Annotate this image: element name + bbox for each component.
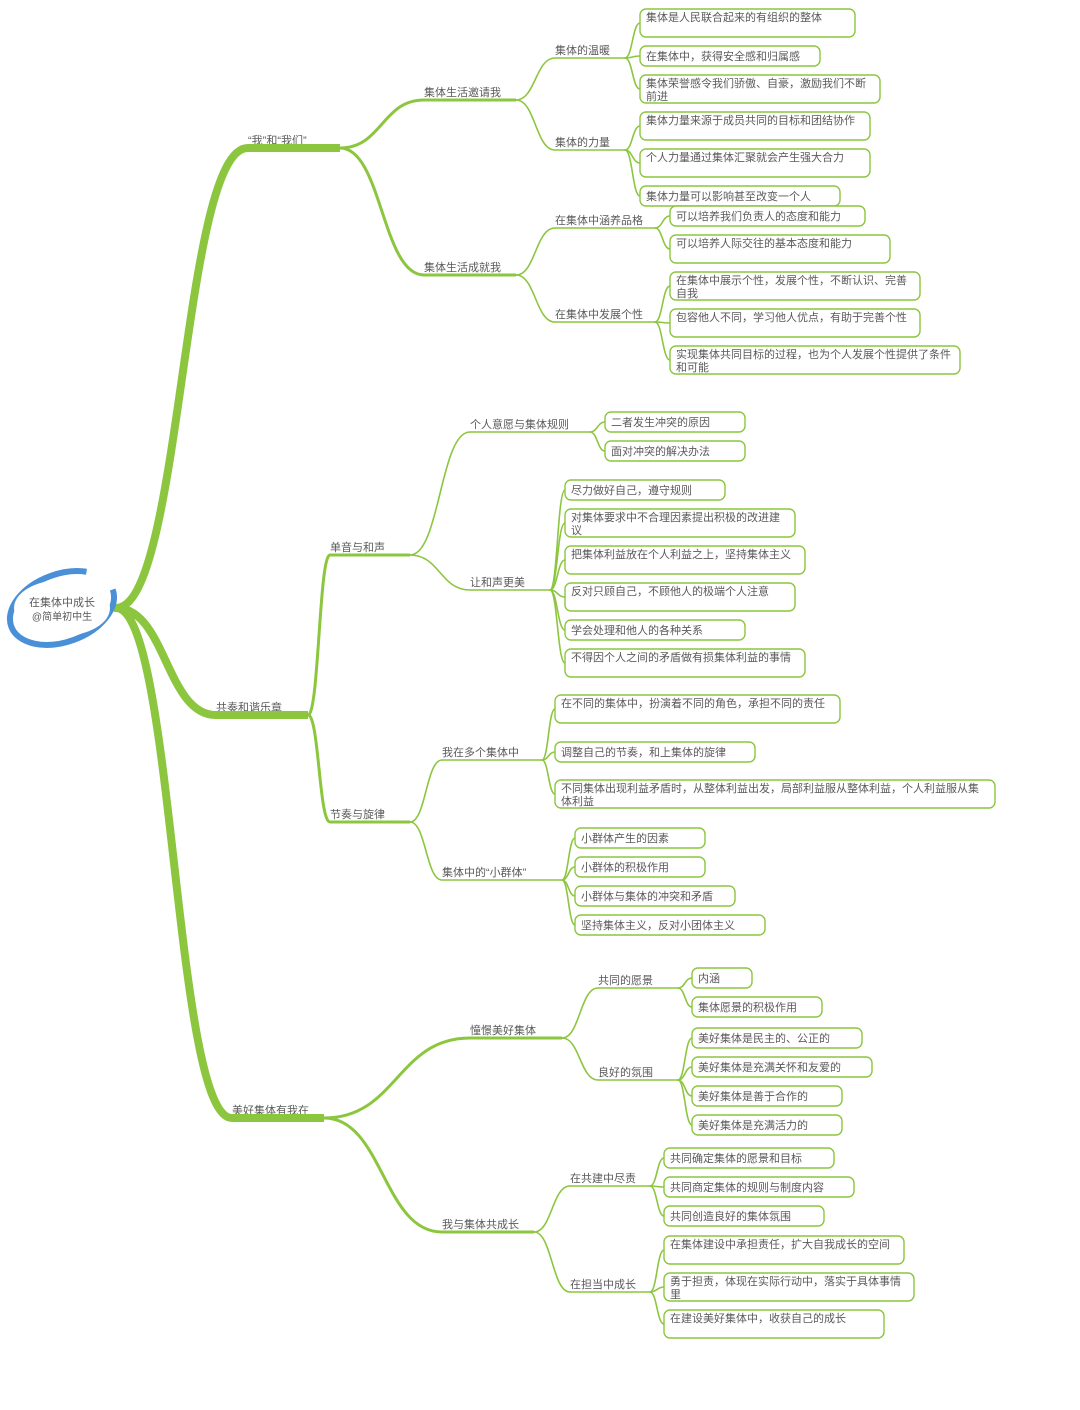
leaf-text: 包容他人不同，学习他人优点，有助于完善个性: [676, 310, 907, 324]
branch-label: 集体的温暖: [555, 43, 610, 57]
leaf-text: 美好集体是充满关怀和友爱的: [698, 1060, 841, 1074]
mindmap-edge: [678, 978, 692, 988]
mindmap-edge: [410, 760, 442, 822]
mindmap-edge: [655, 228, 670, 249]
leaf-text: 小群体与集体的冲突和矛盾: [581, 889, 713, 903]
leaf-text: 不得因个人之间的矛盾做有损集体利益的事情: [571, 650, 791, 664]
branch-label: 单音与和声: [330, 540, 385, 554]
mindmap-edge: [655, 322, 670, 360]
mindmap-edge: [340, 100, 424, 148]
mindmap-edge: [650, 1292, 664, 1324]
mindmap-edge: [516, 275, 555, 322]
mindmap-edge: [650, 1158, 664, 1186]
leaf-text: 小群体的积极作用: [581, 860, 669, 874]
mindmap-edge: [655, 286, 670, 322]
leaf-text: 可以培养人际交往的基本态度和能力: [676, 236, 852, 250]
leaf-text: 共同商定集体的规则与制度内容: [670, 1180, 824, 1194]
leaf-text: 学会处理和他人的各种关系: [571, 623, 703, 637]
leaf-text: 面对冲突的解决办法: [611, 444, 710, 458]
leaf-text: 美好集体是民主的、公正的: [698, 1031, 830, 1045]
mindmap-edge: [516, 228, 555, 275]
mindmap-edge: [410, 555, 470, 590]
leaf-text: 集体愿景的积极作用: [698, 1000, 797, 1014]
leaf-text: 个人力量通过集体汇聚就会产生强大合力: [646, 150, 844, 164]
root-subtitle: @简单初中生: [32, 610, 92, 623]
mindmap-edge: [625, 58, 640, 89]
leaf-text: 调整自己的节奏，和上集体的旋律: [561, 745, 726, 759]
mindmap-edge: [516, 100, 555, 150]
leaf-text: 共同创造良好的集体氛围: [670, 1209, 791, 1223]
branch-label: 在集体中发展个性: [555, 307, 643, 321]
leaf-text: 集体力量来源于成员共同的目标和团结协作: [646, 113, 855, 127]
leaf-text: 集体是人民联合起来的有组织的整体: [646, 10, 822, 24]
leaf-text: 美好集体是善于合作的: [698, 1089, 808, 1103]
branch-label: 我与集体共成长: [442, 1217, 519, 1231]
leaf-text: 内涵: [698, 971, 720, 985]
branch-label: 集体生活成就我: [424, 260, 501, 274]
branch-label: 让和声更美: [470, 575, 525, 589]
root-title: 在集体中成长: [29, 595, 95, 609]
branch-label: 个人意愿与集体规则: [470, 417, 569, 431]
mindmap-edge: [678, 988, 692, 1007]
mindmap-edge: [308, 715, 330, 822]
branch-label: 在集体中涵养品格: [555, 213, 643, 227]
mindmap-edge: [410, 432, 470, 555]
branch-label: 节奏与旋律: [330, 807, 385, 821]
leaf-text: 在集体建设中承担责任，扩大自我成长的空间: [670, 1237, 890, 1251]
mindmap-edge: [655, 216, 670, 228]
leaf-text: 小群体产生的因素: [581, 831, 669, 845]
branch-label: 我在多个集体中: [442, 745, 519, 759]
mindmap-edge: [534, 1186, 570, 1232]
leaf-text: 反对只顾自己，不顾他人的极端个人注意: [571, 584, 769, 598]
mindmap-edge: [340, 148, 424, 275]
branch-label: 良好的氛围: [598, 1065, 653, 1079]
leaf-text: 在集体中，获得安全感和归属感: [646, 49, 800, 63]
leaf-text: 可以培养我们负责人的态度和能力: [676, 209, 841, 223]
mindmap-edge: [590, 422, 605, 432]
mindmap-edge: [308, 555, 330, 715]
branch-label: 集体中的“小群体”: [442, 865, 527, 879]
mindmap-edge: [542, 760, 555, 794]
branch-label: 憧憬美好集体: [470, 1023, 536, 1037]
mindmap-edge: [625, 23, 640, 58]
leaf-text: 二者发生冲突的原因: [611, 415, 710, 429]
mindmap-edge: [625, 126, 640, 150]
branch-label: 集体生活邀请我: [424, 85, 501, 99]
leaf-text: 集体力量可以影响甚至改变一个人: [646, 189, 811, 203]
leaf-text: 共同确定集体的愿景和目标: [670, 1151, 802, 1165]
leaf-text: 美好集体是充满活力的: [698, 1118, 808, 1132]
mindmap-stage: “我”和“我们”集体生活邀请我集体的温暖集体是人民联合起来的有组织的整体在集体中…: [0, 0, 1080, 1410]
mindmap-edge: [324, 1118, 442, 1232]
branch-label: 在共建中尽责: [570, 1171, 636, 1185]
leaf-text: 在不同的集体中，扮演着不同的角色，承担不同的责任: [561, 696, 825, 710]
mindmap-edge: [650, 1186, 664, 1216]
branch-label: 共同的愿景: [598, 973, 653, 987]
leaf-text: 尽力做好自己，遵守规则: [571, 483, 692, 497]
leaf-text: 把集体利益放在个人利益之上，坚持集体主义: [571, 547, 791, 561]
mindmap-edge: [116, 148, 248, 608]
leaf-text: 在建设美好集体中，收获自己的成长: [670, 1311, 846, 1325]
mindmap-edge: [562, 1038, 598, 1080]
mindmap-edge: [550, 590, 565, 663]
mindmap-edge: [534, 1232, 570, 1292]
branch-label: 集体的力量: [555, 135, 610, 149]
branch-label: 在担当中成长: [570, 1277, 636, 1291]
mindmap-edge: [590, 432, 605, 451]
mindmap-edge: [324, 1038, 470, 1118]
mindmap-edge: [410, 822, 442, 880]
mindmap-edge: [516, 58, 555, 100]
leaf-text: 坚持集体主义，反对小团体主义: [581, 918, 735, 932]
mindmap-edge: [562, 988, 598, 1038]
mindmap-edge: [650, 1250, 664, 1292]
